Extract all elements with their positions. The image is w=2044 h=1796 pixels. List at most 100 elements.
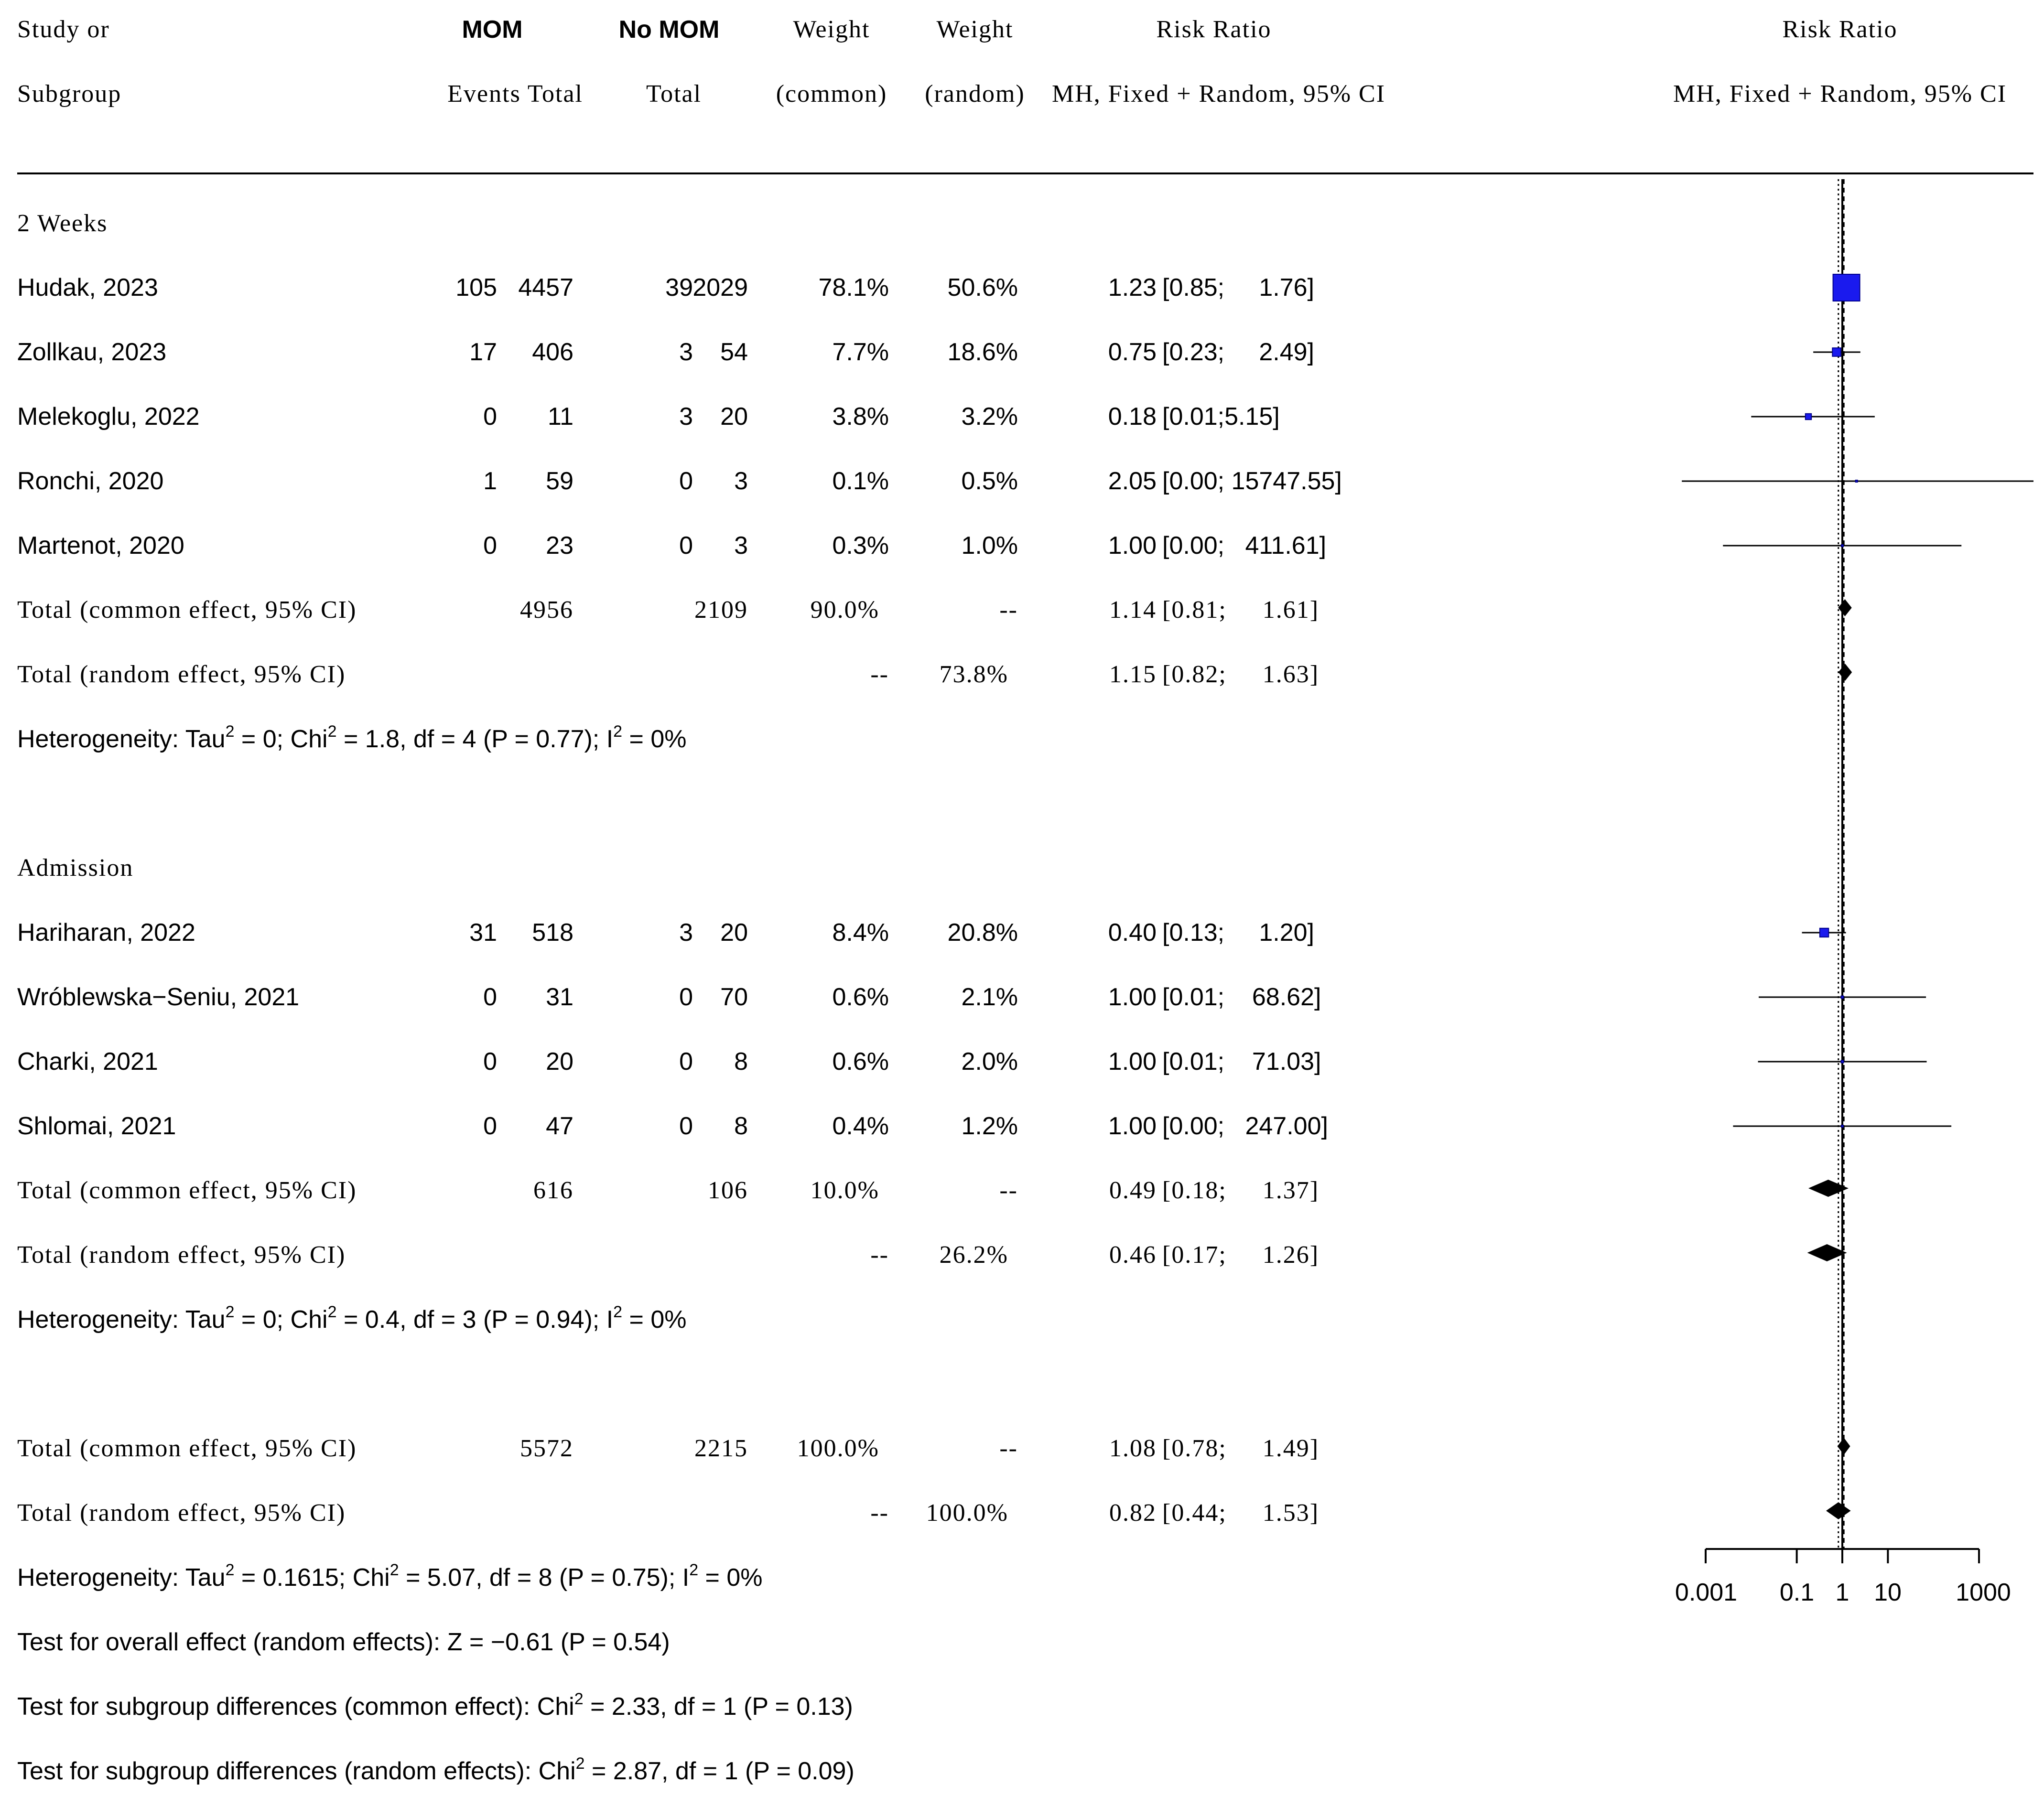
weight-common: 0.6% [832,1048,889,1075]
risk-ratio: 1.00 [1108,983,1157,1011]
header-study-line1: Study or [17,16,110,43]
nomom-total: 54 [720,338,748,366]
risk-ratio: 2.05 [1108,467,1157,495]
mom-total: 47 [546,1112,573,1140]
pooled-effect-diamond [1838,599,1852,616]
risk-ratio: 1.08 [1109,1435,1157,1462]
weight-random: 26.2% [939,1241,1008,1269]
pooled-label: Total (random effect, 95% CI) [17,661,346,688]
weight-random: 50.6% [947,274,1018,301]
weight-random: -- [999,596,1018,624]
confidence-interval: [0.17; 1.26] [1162,1241,1319,1269]
mom-total: 59 [546,467,573,495]
pooled-effect-diamond [1838,664,1852,681]
overall-effect-test: Test for overall effect (random effects)… [17,1628,670,1656]
nomom-events: 3 [679,403,693,430]
mom-total: 406 [532,338,573,366]
axis-tick-label: 0.1 [1779,1579,1815,1606]
nomom-events: 39 [665,274,693,301]
confidence-interval: [0.44; 1.53] [1162,1499,1319,1527]
study-name: Hudak, 2023 [17,274,158,301]
weight-common: 100.0% [797,1435,879,1462]
mom-events: 0 [483,1048,497,1075]
weight-random: 0.5% [961,467,1018,495]
weight-random: -- [999,1177,1018,1204]
study-weight-box [1840,1124,1844,1128]
pooled-effect-diamond [1837,1438,1850,1455]
header-weight-common-2: (common) [776,80,887,108]
mom-events: 0 [483,532,497,559]
study-name: Charki, 2021 [17,1048,158,1075]
weight-common: -- [870,661,889,688]
weight-random: 18.6% [947,338,1018,366]
axis-tick-label: 1 [1835,1579,1849,1606]
nomom-events: 0 [679,1112,693,1140]
header-no-mom-total: Total [646,80,702,108]
nomom-total: 20 [720,919,748,946]
weight-random: 100.0% [926,1499,1008,1527]
subgroup-test-common: Test for subgroup differences (common ef… [17,1690,853,1721]
risk-ratio: 1.14 [1109,596,1157,624]
mom-events: 105 [455,274,497,301]
weight-random: 2.1% [961,983,1018,1011]
weight-common: 78.1% [818,274,889,301]
mom-total: 5572 [520,1435,573,1462]
weight-common: -- [870,1241,889,1269]
nomom-events: 0 [679,532,693,559]
nomom-total: 8 [734,1112,748,1140]
mom-total: 31 [546,983,573,1011]
nomom-total: 20 [720,403,748,430]
study-weight-box [1840,995,1844,999]
study-name: Shlomai, 2021 [17,1112,176,1140]
mom-total: 4956 [520,596,573,624]
pooled-label: Total (common effect, 95% CI) [17,596,357,624]
confidence-interval: [0.78; 1.49] [1162,1435,1319,1462]
subgroup-title: 2 Weeks [17,210,108,237]
weight-common: 8.4% [832,919,889,946]
axis-tick-label: 1000 [1956,1579,2011,1606]
study-name: Hariharan, 2022 [17,919,195,946]
header-plot-title-2: MH, Fixed + Random, 95% CI [1673,80,2007,108]
nomom-total: 70 [720,983,748,1011]
risk-ratio: 0.49 [1109,1177,1157,1204]
heterogeneity-text: Heterogeneity: Tau2 = 0; Chi2 = 1.8, df … [17,722,687,753]
study-name: Melekoglu, 2022 [17,403,200,430]
heterogeneity-text: Heterogeneity: Tau2 = 0; Chi2 = 0.4, df … [17,1303,687,1334]
header-weight-common-1: Weight [793,16,870,43]
weight-common: 0.4% [832,1112,889,1140]
nomom-total: 8 [734,1048,748,1075]
risk-ratio: 0.18 [1108,403,1157,430]
nomom-events: 0 [679,467,693,495]
weight-random: 1.0% [961,532,1018,559]
confidence-interval: [0.00; 15747.55] [1162,467,1342,495]
weight-common: 0.6% [832,983,889,1011]
risk-ratio: 0.82 [1109,1499,1157,1527]
nomom-total: 106 [708,1177,748,1204]
mom-events: 0 [483,403,497,430]
mom-total: 20 [546,1048,573,1075]
mom-total: 4457 [518,274,573,301]
risk-ratio: 0.40 [1108,919,1157,946]
header-weight-random-1: Weight [936,16,1014,43]
confidence-interval: [0.01; 68.62] [1162,983,1321,1011]
header-no-mom: No MOM [618,16,720,43]
weight-common: 7.7% [832,338,889,366]
axis-tick-label: 0.001 [1675,1579,1738,1606]
mom-events: 1 [483,467,497,495]
weight-random: 1.2% [961,1112,1018,1140]
weight-random: 20.8% [947,919,1018,946]
confidence-interval: [0.00; 247.00] [1162,1112,1328,1140]
header-plot-title-1: Risk Ratio [1782,16,1898,43]
confidence-interval: [0.00; 411.61] [1162,532,1327,559]
pooled-label: Total (common effect, 95% CI) [17,1435,357,1462]
nomom-total: 2029 [692,274,748,301]
nomom-total: 3 [734,467,748,495]
confidence-interval: [0.85; 1.76] [1162,274,1314,301]
pooled-label: Total (random effect, 95% CI) [17,1241,346,1269]
study-name: Ronchi, 2020 [17,467,164,495]
weight-common: -- [870,1499,889,1527]
pooled-label: Total (random effect, 95% CI) [17,1499,346,1527]
header-risk-ratio-2: MH, Fixed + Random, 95% CI [1051,80,1386,108]
weight-random: -- [999,1435,1018,1462]
nomom-events: 0 [679,983,693,1011]
